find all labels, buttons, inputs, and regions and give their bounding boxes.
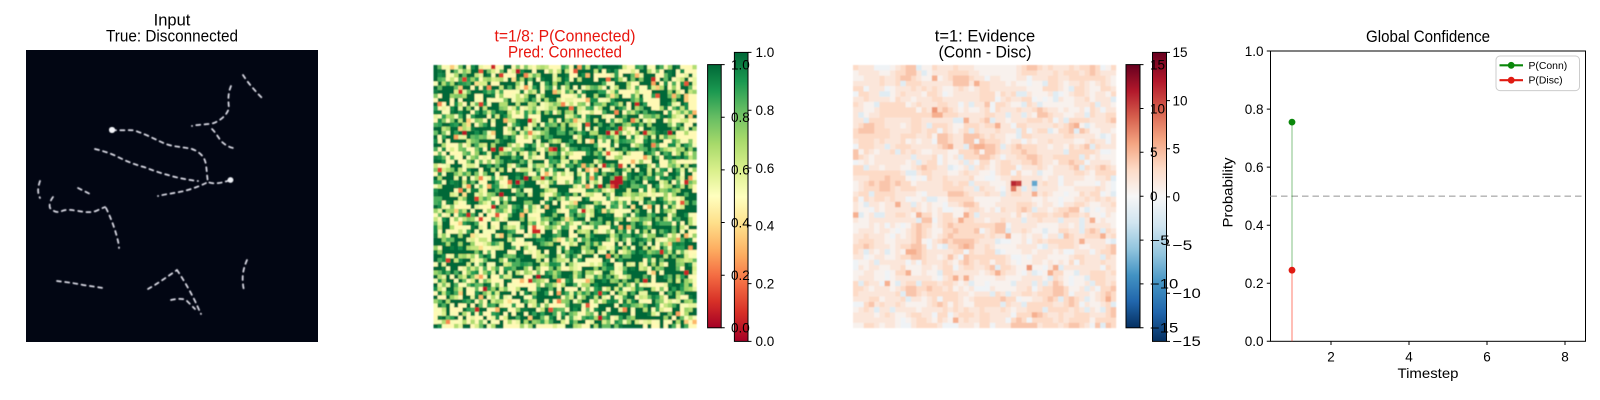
svg-text:0.0: 0.0 [756, 334, 775, 349]
svg-text:8: 8 [1561, 350, 1569, 365]
svg-text:6: 6 [1483, 350, 1491, 365]
svg-text:t=1/8: P(Connected): t=1/8: P(Connected) [495, 28, 636, 46]
svg-text:10: 10 [1150, 101, 1165, 116]
svg-text:4: 4 [1405, 350, 1413, 365]
svg-text:−10: −10 [1173, 286, 1201, 301]
svg-text:−15: −15 [1150, 321, 1178, 336]
svg-text:−10: −10 [1150, 277, 1178, 292]
svg-text:0.8: 0.8 [731, 110, 750, 125]
svg-text:−5: −5 [1150, 233, 1170, 248]
svg-text:−15: −15 [1173, 334, 1201, 349]
svg-text:0.0: 0.0 [1245, 334, 1264, 349]
svg-text:0: 0 [1150, 189, 1158, 204]
svg-text:0.4: 0.4 [731, 215, 750, 230]
svg-text:1.0: 1.0 [731, 57, 750, 72]
svg-text:0.8: 0.8 [1245, 102, 1264, 117]
svg-text:5: 5 [1173, 142, 1181, 157]
svg-text:P(Disc): P(Disc) [1529, 76, 1563, 87]
svg-text:−5: −5 [1173, 238, 1193, 253]
svg-text:Input: Input [154, 12, 191, 30]
svg-text:0.6: 0.6 [756, 161, 775, 176]
svg-text:0.6: 0.6 [1245, 160, 1264, 175]
svg-text:1.0: 1.0 [756, 45, 775, 60]
svg-text:Global Confidence: Global Confidence [1366, 28, 1490, 46]
svg-text:0.2: 0.2 [1245, 276, 1264, 291]
svg-text:True: Disconnected: True: Disconnected [106, 28, 238, 46]
svg-text:0.0: 0.0 [731, 321, 750, 336]
svg-text:10: 10 [1173, 93, 1188, 108]
svg-text:Probability: Probability [1220, 158, 1236, 228]
svg-text:0.4: 0.4 [756, 219, 775, 234]
svg-text:0: 0 [1173, 190, 1181, 205]
svg-text:15: 15 [1173, 45, 1188, 60]
svg-text:0.2: 0.2 [731, 268, 750, 283]
svg-text:t=1: Evidence: t=1: Evidence [935, 28, 1035, 46]
svg-text:0.6: 0.6 [731, 163, 750, 178]
svg-text:(Conn - Disc): (Conn - Disc) [939, 44, 1032, 62]
svg-text:2: 2 [1327, 350, 1335, 365]
svg-text:15: 15 [1150, 57, 1165, 72]
svg-text:1.0: 1.0 [1245, 44, 1264, 59]
svg-text:P(Conn): P(Conn) [1529, 61, 1568, 72]
svg-text:0.4: 0.4 [1245, 218, 1264, 233]
svg-text:Timestep: Timestep [1398, 365, 1459, 381]
svg-text:5: 5 [1150, 145, 1158, 160]
svg-text:0.8: 0.8 [756, 103, 775, 118]
svg-text:Pred: Connected: Pred: Connected [508, 44, 622, 62]
svg-text:0.2: 0.2 [756, 276, 775, 291]
